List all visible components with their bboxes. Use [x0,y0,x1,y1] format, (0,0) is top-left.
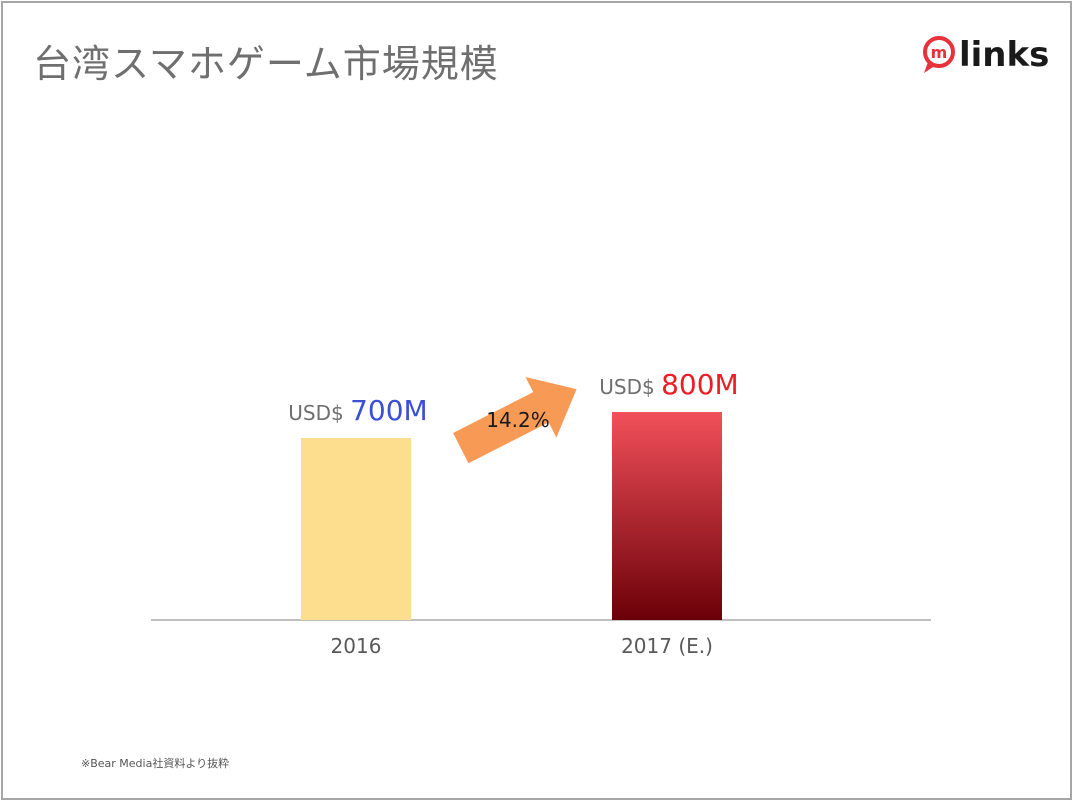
x-tick-label: 2017 (E.) [621,634,713,658]
data-label-value: 800M [661,368,739,401]
slide-title: 台湾スマホゲーム市場規模 [33,42,499,86]
growth-arrow [453,376,577,464]
data-label-prefix: USD$ [288,401,350,425]
data-label-prefix: USD$ [599,375,661,399]
data-label: USD$ 800M [599,368,738,401]
speech-bubble-m-icon: m [923,36,955,73]
x-tick-label: 2016 [331,634,382,658]
bar-2017 (E.) [612,412,722,620]
growth-arrow-shape [453,376,577,464]
logo-text: links [959,35,1049,75]
bar-2016 [301,438,411,620]
growth-label: 14.2% [486,408,550,432]
source-footnote: ※Bear Media社資料より抜粋 [81,757,230,770]
data-label-value: 700M [350,394,428,427]
bar-chart: 2016 USD$ 700M 2017 (E.) USD$ 800M 14.2% [151,368,931,658]
data-label: USD$ 700M [288,394,427,427]
logo-mark-letter: m [931,43,948,62]
links-logo: m links [923,35,1049,75]
